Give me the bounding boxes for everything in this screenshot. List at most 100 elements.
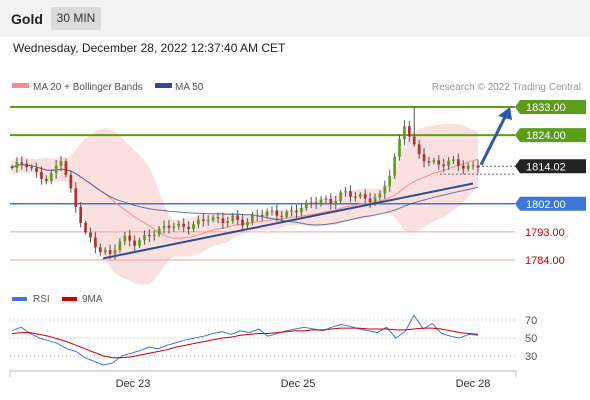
price-label-text: 1833.00: [526, 102, 566, 114]
moving-averages: [11, 158, 479, 239]
price-label-bg: [515, 196, 586, 211]
candle-body: [309, 202, 313, 204]
legend-label-ma50: MA 50: [175, 82, 204, 93]
candle-body: [206, 220, 210, 222]
candle-body: [344, 191, 347, 193]
candle-body: [314, 202, 318, 204]
candle-body: [358, 194, 362, 197]
x-tick-label: Dec 25: [281, 378, 316, 390]
candle-body: [25, 163, 29, 168]
price-label-text: 1814.02: [526, 161, 566, 173]
candle-body: [290, 210, 293, 212]
price-label-text: 1824.00: [526, 130, 566, 142]
candle-body: [432, 160, 436, 162]
price-label-resistance: 1824.00: [515, 128, 586, 143]
price-label-pivot: 1802.00: [515, 196, 586, 211]
candle-body: [147, 235, 151, 237]
candle-body: [113, 250, 117, 254]
candle-body: [241, 219, 244, 226]
candle-body: [231, 215, 235, 222]
x-tick-label: Dec 28: [456, 378, 491, 390]
candle-body: [304, 202, 308, 208]
candle-body: [255, 215, 259, 217]
candle-body: [417, 144, 421, 155]
candle-body: [295, 210, 298, 213]
candle-body: [354, 196, 357, 198]
candle-body: [138, 240, 141, 246]
candle-body: [398, 139, 401, 157]
candle-body: [79, 206, 83, 223]
candle-body: [246, 221, 249, 226]
candle-body: [177, 223, 181, 227]
legend-swatch-ma20: [12, 83, 29, 88]
candle-body: [339, 192, 343, 201]
candle-body: [422, 154, 426, 162]
trendline: [102, 107, 512, 260]
price-label-support: 1784.00: [525, 255, 565, 267]
candle-body: [251, 215, 254, 222]
rsi-series-rsi: [11, 314, 479, 366]
price-label-bg: [515, 159, 586, 174]
chart-datetime: Wednesday, December 28, 2022 12:37:40 AM…: [13, 41, 286, 55]
timeframe-badge[interactable]: 30 MIN: [51, 7, 101, 30]
candle-body: [378, 193, 382, 198]
candle-body: [128, 235, 132, 241]
candle-body: [452, 159, 455, 161]
candle-body: [403, 126, 406, 140]
candle-body: [275, 210, 279, 216]
candle-body: [412, 136, 416, 145]
candle-body: [363, 194, 367, 199]
candle-body: [300, 207, 303, 213]
price-label-bg: [515, 100, 586, 114]
candle-body: [20, 162, 24, 164]
rsi-panel: 70 50 30: [10, 314, 537, 366]
price-label-bg: [515, 128, 586, 143]
candle-body: [59, 161, 63, 166]
price-label-current: 1814.02: [515, 159, 586, 174]
candle-body: [226, 221, 230, 224]
price-labels: 1833.00 1824.00 1802.00 1793.00 1784.00 1814.…: [515, 100, 586, 267]
candle-body: [103, 250, 107, 252]
candle-body: [260, 215, 264, 217]
price-legend: MA 20 + Bollinger Bands MA 50: [12, 82, 204, 93]
candle-body: [44, 178, 48, 181]
price-label-support: 1793.00: [525, 227, 565, 239]
rsi-tick-label: 70: [525, 315, 537, 327]
legend-swatch-rsi: [12, 297, 27, 301]
candle-body: [319, 199, 323, 204]
candle-body: [192, 224, 195, 230]
candle-body: [407, 126, 411, 137]
support-trendline: [102, 182, 474, 260]
candle-body: [98, 247, 102, 252]
candle-body: [324, 198, 328, 200]
candle-body: [265, 211, 269, 216]
candle-body: [427, 161, 431, 163]
rsi-tick-label: 50: [525, 333, 537, 345]
legend-label-rsi: RSI: [33, 294, 50, 305]
projection-arrow-shaft: [479, 112, 509, 166]
header-bar: Gold 30 MIN: [0, 0, 590, 37]
candle-body: [368, 198, 372, 202]
candle-body: [30, 167, 33, 169]
x-tick-label: Dec 23: [116, 378, 151, 390]
candle-body: [172, 226, 176, 228]
candle-body: [49, 173, 53, 181]
candle-body: [329, 198, 333, 204]
candle-body: [471, 165, 475, 167]
candle-body: [94, 237, 97, 248]
candle-body: [187, 226, 190, 230]
legend-label-ma20: MA 20 + Bollinger Bands: [33, 82, 143, 93]
candle-body: [393, 156, 396, 176]
candle-body: [15, 162, 19, 168]
candle-body: [10, 166, 14, 168]
candle-body: [84, 222, 87, 233]
rsi-legend: RSI 9MA: [12, 294, 103, 305]
price-label-text: 1802.00: [526, 199, 566, 211]
bollinger-band: [12, 123, 478, 285]
candle-body: [388, 175, 392, 187]
legend-swatch-ma50: [155, 83, 172, 88]
symbol-title: Gold: [11, 11, 43, 27]
candle-body: [69, 174, 73, 189]
candle-body: [442, 164, 446, 167]
